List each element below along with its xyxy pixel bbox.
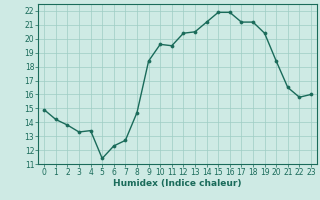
X-axis label: Humidex (Indice chaleur): Humidex (Indice chaleur) xyxy=(113,179,242,188)
